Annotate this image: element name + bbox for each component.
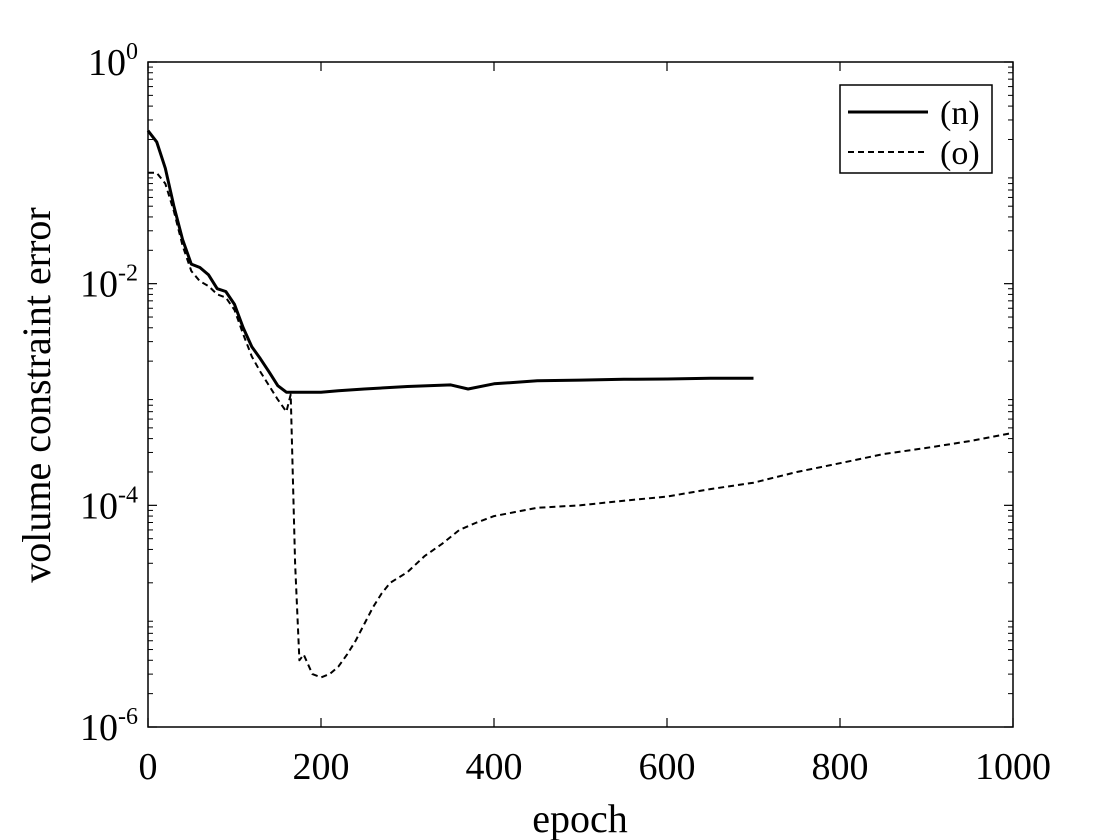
legend-box: [839, 84, 993, 174]
legend: (n) (o): [839, 84, 993, 174]
x-tick-label: 1000: [975, 746, 1051, 788]
plot-area: [146, 129, 1014, 679]
x-tick-label: 0: [139, 746, 158, 788]
tick-labels: 0 200 400 600 800 1000 10-6 10-4 10-2 100: [80, 39, 1051, 788]
legend-label-n: (n): [940, 95, 980, 132]
y-tick-label: 10-6: [80, 704, 138, 749]
y-tick-label: 10-4: [80, 482, 138, 527]
x-tick-label: 600: [639, 746, 696, 788]
x-tick-label: 400: [466, 746, 523, 788]
series-line-n: [146, 129, 754, 394]
legend-label-o: (o): [940, 135, 980, 172]
y-axis-title: volume constraint error: [14, 207, 59, 582]
x-tick-label: 200: [293, 746, 350, 788]
axes-box: [147, 61, 1014, 728]
x-tick-label: 800: [812, 746, 869, 788]
x-axis-title: epoch: [532, 796, 628, 840]
y-tick-label: 10-2: [80, 261, 138, 306]
series-line-o: [148, 171, 1014, 679]
axes: [147, 61, 1014, 728]
y-tick-label: 100: [88, 39, 138, 84]
